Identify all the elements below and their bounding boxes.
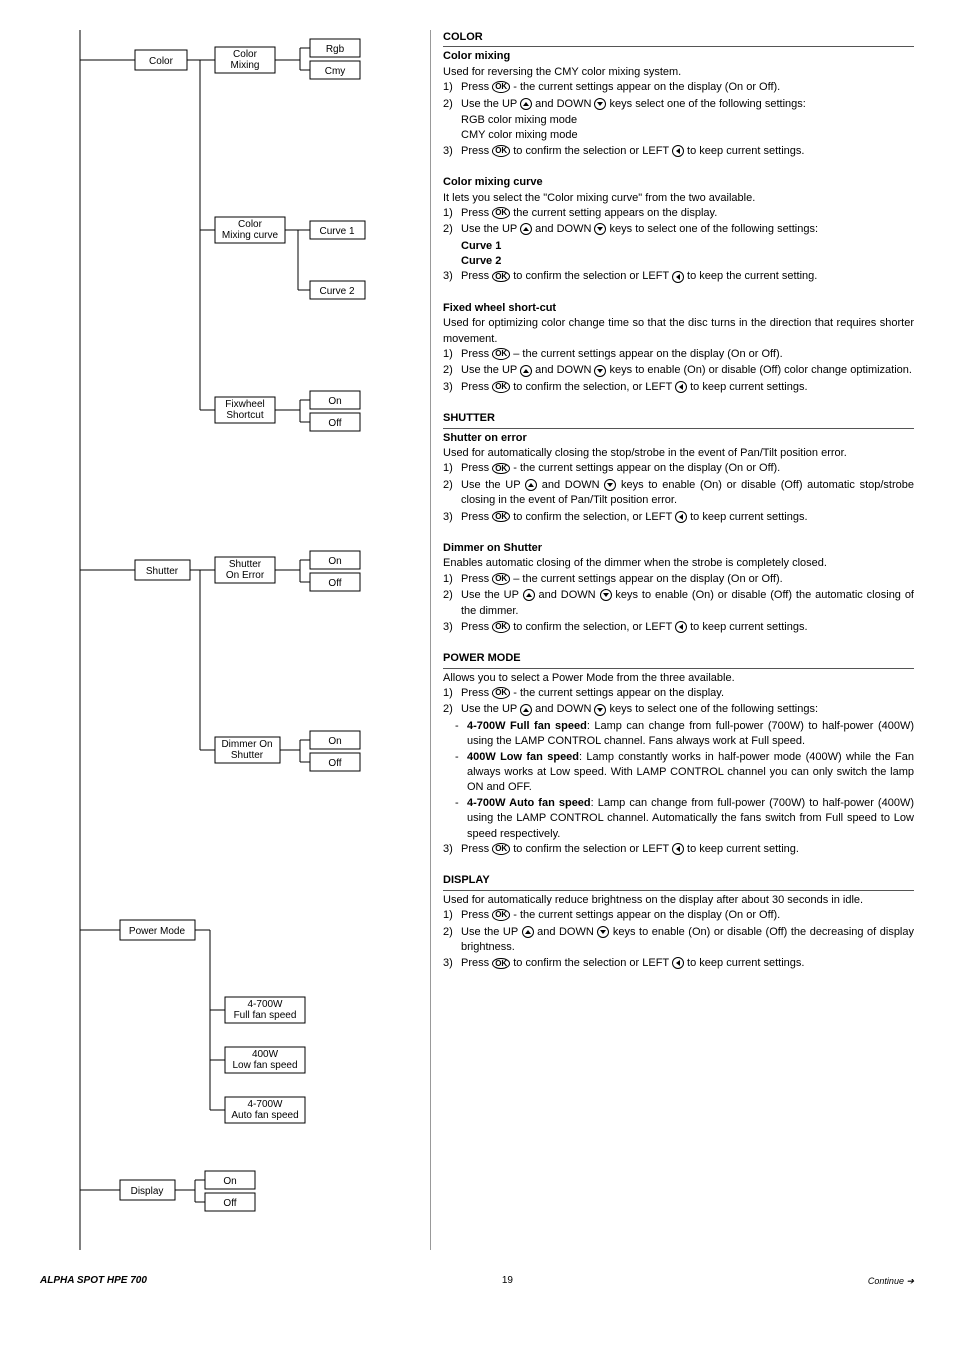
svg-text:Dimmer On: Dimmer On bbox=[221, 739, 272, 750]
fw-step-3: 3)Press OK to confirm the selection, or … bbox=[443, 380, 914, 395]
cmc-step-3: 3)Press OK to confirm the selection or L… bbox=[443, 269, 914, 284]
svg-text:Low fan speed: Low fan speed bbox=[232, 1060, 297, 1071]
svg-text:Shutter: Shutter bbox=[146, 566, 179, 577]
dos-step-1: 1)Press OK – the current settings appear… bbox=[443, 572, 914, 587]
color-heading: COLOR bbox=[443, 30, 914, 47]
svg-text:400W: 400W bbox=[252, 1049, 279, 1060]
svg-text:Full fan speed: Full fan speed bbox=[234, 1010, 297, 1021]
cm-opt1: RGB color mixing mode bbox=[443, 113, 914, 128]
svg-text:On: On bbox=[223, 1176, 236, 1187]
dp-step-2: 2)Use the UP and DOWN keys to enable (On… bbox=[443, 925, 914, 956]
cm-step-1: 1)Press OK - the current settings appear… bbox=[443, 80, 914, 95]
svg-text:4-700W: 4-700W bbox=[247, 1099, 283, 1110]
svg-text:On: On bbox=[328, 396, 341, 407]
color-mixing-heading: Color mixing bbox=[443, 49, 914, 64]
pm-step-1: 1)Press OK - the current settings appear… bbox=[443, 686, 914, 701]
page-footer: ALPHA SPOT HPE 700 19 Continue ➔ bbox=[40, 1274, 914, 1288]
svg-text:Display: Display bbox=[131, 1186, 164, 1197]
footer-continue: Continue ➔ bbox=[868, 1275, 914, 1288]
svg-text:Power Mode: Power Mode bbox=[129, 926, 186, 937]
cmc-desc: It lets you select the "Color mixing cur… bbox=[443, 191, 914, 206]
dp-heading: DISPLAY bbox=[443, 873, 914, 890]
svg-text:Curve 2: Curve 2 bbox=[319, 286, 354, 297]
svg-text:Mixing curve: Mixing curve bbox=[222, 230, 279, 241]
svg-text:Curve 1: Curve 1 bbox=[319, 226, 354, 237]
svg-text:Shutter: Shutter bbox=[229, 559, 262, 570]
svg-text:Color: Color bbox=[238, 219, 263, 230]
svg-text:Off: Off bbox=[223, 1198, 236, 1209]
menu-tree-diagram: .bx{fill:#fff;stroke:#000;stroke-width:1… bbox=[40, 30, 400, 1250]
svg-text:On: On bbox=[328, 556, 341, 567]
dos-desc: Enables automatic closing of the dimmer … bbox=[443, 556, 914, 571]
cmc-opt2: Curve 2 bbox=[443, 254, 914, 269]
soe-step-1: 1)Press OK - the current settings appear… bbox=[443, 461, 914, 476]
pm-desc: Allows you to select a Power Mode from t… bbox=[443, 671, 914, 686]
svg-text:Off: Off bbox=[328, 418, 341, 429]
svg-text:On: On bbox=[328, 736, 341, 747]
soe-desc: Used for automatically closing the stop/… bbox=[443, 446, 914, 461]
pm-step-3: 3)Press OK to confirm the selection or L… bbox=[443, 842, 914, 857]
fw-desc: Used for optimizing color change time so… bbox=[443, 316, 914, 347]
svg-text:Color: Color bbox=[149, 56, 174, 67]
dp-step-1: 1)Press OK - the current settings appear… bbox=[443, 908, 914, 923]
fw-step-2: 2)Use the UP and DOWN keys to enable (On… bbox=[443, 363, 914, 378]
soe-step-2: 2)Use the UP and DOWN keys to enable (On… bbox=[443, 478, 914, 509]
dp-step-3: 3)Press OK to confirm the selection or L… bbox=[443, 956, 914, 971]
fw-step-1: 1)Press OK – the current settings appear… bbox=[443, 347, 914, 362]
svg-text:On Error: On Error bbox=[226, 570, 265, 581]
cm-desc: Used for reversing the CMY color mixing … bbox=[443, 65, 914, 80]
svg-text:4-700W: 4-700W bbox=[247, 999, 283, 1010]
cm-step-3: 3)Press OK to confirm the selection or L… bbox=[443, 144, 914, 159]
cmc-opt1: Curve 1 bbox=[443, 239, 914, 254]
dos-step-2: 2)Use the UP and DOWN keys to enable (On… bbox=[443, 588, 914, 619]
cmc-heading: Color mixing curve bbox=[443, 175, 914, 190]
shutter-heading: SHUTTER bbox=[443, 411, 914, 428]
cmc-step-2: 2)Use the UP and DOWN keys to select one… bbox=[443, 222, 914, 237]
fw-heading: Fixed wheel short-cut bbox=[443, 301, 914, 316]
svg-text:Cmy: Cmy bbox=[325, 66, 346, 77]
pm-bullet-3: -4-700W Auto fan speed: Lamp can change … bbox=[455, 796, 914, 842]
cmc-step-1: 1)Press OK the current setting appears o… bbox=[443, 206, 914, 221]
svg-text:Shutter: Shutter bbox=[231, 750, 264, 761]
footer-title: ALPHA SPOT HPE 700 bbox=[40, 1274, 147, 1288]
svg-text:Off: Off bbox=[328, 758, 341, 769]
pm-bullet-1: -4-700W Full fan speed: Lamp can change … bbox=[455, 719, 914, 750]
instructions-column: COLOR Color mixing Used for reversing th… bbox=[430, 30, 914, 1250]
pm-heading: POWER MODE bbox=[443, 651, 914, 668]
dp-desc: Used for automatically reduce brightness… bbox=[443, 893, 914, 908]
pm-step-2: 2)Use the UP and DOWN keys to select one… bbox=[443, 702, 914, 717]
svg-text:Shortcut: Shortcut bbox=[226, 410, 263, 421]
cm-opt2: CMY color mixing mode bbox=[443, 128, 914, 143]
dos-step-3: 3)Press OK to confirm the selection, or … bbox=[443, 620, 914, 635]
svg-text:Auto fan speed: Auto fan speed bbox=[231, 1110, 298, 1121]
cm-step-2: 2)Use the UP and DOWN keys select one of… bbox=[443, 97, 914, 112]
dos-heading: Dimmer on Shutter bbox=[443, 541, 914, 556]
soe-heading: Shutter on error bbox=[443, 431, 914, 446]
svg-text:Color: Color bbox=[233, 49, 258, 60]
svg-text:Off: Off bbox=[328, 578, 341, 589]
pm-bullet-2: -400W Low fan speed: Lamp constantly wor… bbox=[455, 750, 914, 796]
svg-text:Fixwheel: Fixwheel bbox=[225, 399, 264, 410]
soe-step-3: 3)Press OK to confirm the selection, or … bbox=[443, 510, 914, 525]
svg-text:Mixing: Mixing bbox=[231, 60, 260, 71]
footer-page: 19 bbox=[502, 1274, 513, 1288]
svg-text:Rgb: Rgb bbox=[326, 44, 345, 55]
